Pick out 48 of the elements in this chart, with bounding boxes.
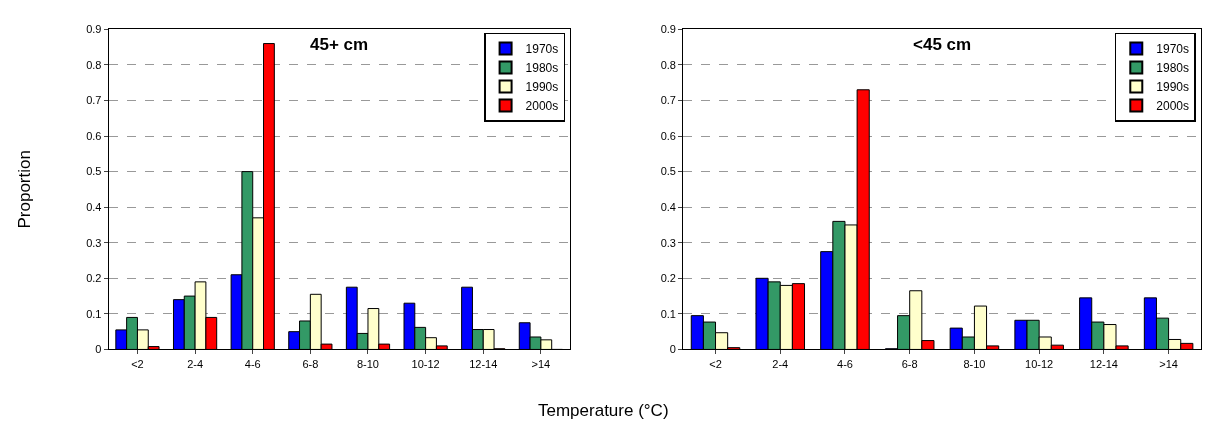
y-tick-label: 0 xyxy=(95,343,102,356)
y-tick-label: 0.3 xyxy=(86,236,102,249)
x-tick-label: <2 xyxy=(131,357,144,370)
x-tick-label: 12-14 xyxy=(469,357,498,370)
y-tick-label: 0 xyxy=(669,343,676,356)
legend-label: 1980s xyxy=(1156,61,1189,76)
x-tick-label: 2-4 xyxy=(187,357,204,370)
x-axis-title: Temperature (°C) xyxy=(538,401,669,420)
y-tick-label: 0.9 xyxy=(86,23,102,36)
x-tick-label: 4-6 xyxy=(244,357,261,370)
x-tick-label: 8-10 xyxy=(963,357,986,370)
legend-label: 1980s xyxy=(525,61,559,76)
y-tick-label: 0.2 xyxy=(86,272,102,285)
x-tick-label: >14 xyxy=(1159,357,1178,370)
legend-label: 1970s xyxy=(1156,42,1189,57)
x-tick-label: 6-8 xyxy=(302,357,319,370)
legend-label: 2000s xyxy=(525,99,559,114)
y-tick-label: 0.5 xyxy=(86,165,102,178)
y-tick-label: 0.7 xyxy=(660,94,676,107)
chart-title: <45 cm xyxy=(913,35,972,54)
y-tick-label: 0.2 xyxy=(660,272,676,285)
y-tick-label: 0.7 xyxy=(86,94,102,107)
x-tick-label: 4-6 xyxy=(837,357,853,370)
legend-label: 1990s xyxy=(1156,80,1189,95)
y-tick-label: 0.5 xyxy=(660,165,676,178)
y-axis-title: Proportion xyxy=(14,150,34,229)
legend-label: 2000s xyxy=(1156,99,1189,114)
y-tick-label: 0.1 xyxy=(660,307,676,320)
y-tick-label: 0.3 xyxy=(660,236,676,249)
chart-title: 45+ cm xyxy=(310,35,369,54)
x-tick-label: <2 xyxy=(709,357,722,370)
legend-label: 1990s xyxy=(525,80,559,95)
y-tick-label: 0.6 xyxy=(86,129,102,142)
y-tick-label: 0.9 xyxy=(660,23,676,36)
x-tick-label: >14 xyxy=(531,357,551,370)
x-tick-label: 2-4 xyxy=(772,357,789,370)
y-tick-label: 0.4 xyxy=(660,201,676,214)
legend-label: 1970s xyxy=(525,42,559,57)
y-tick-label: 0.6 xyxy=(660,129,676,142)
y-tick-label: 0.1 xyxy=(86,307,102,320)
x-tick-label: 6-8 xyxy=(901,357,918,370)
y-tick-label: 0.8 xyxy=(660,58,676,71)
x-tick-label: 12-14 xyxy=(1089,357,1118,370)
x-tick-label: 10-12 xyxy=(411,357,440,370)
y-tick-label: 0.4 xyxy=(86,201,102,214)
x-tick-label: 8-10 xyxy=(356,357,379,370)
x-tick-label: 10-12 xyxy=(1025,357,1054,370)
y-tick-label: 0.8 xyxy=(86,58,102,71)
